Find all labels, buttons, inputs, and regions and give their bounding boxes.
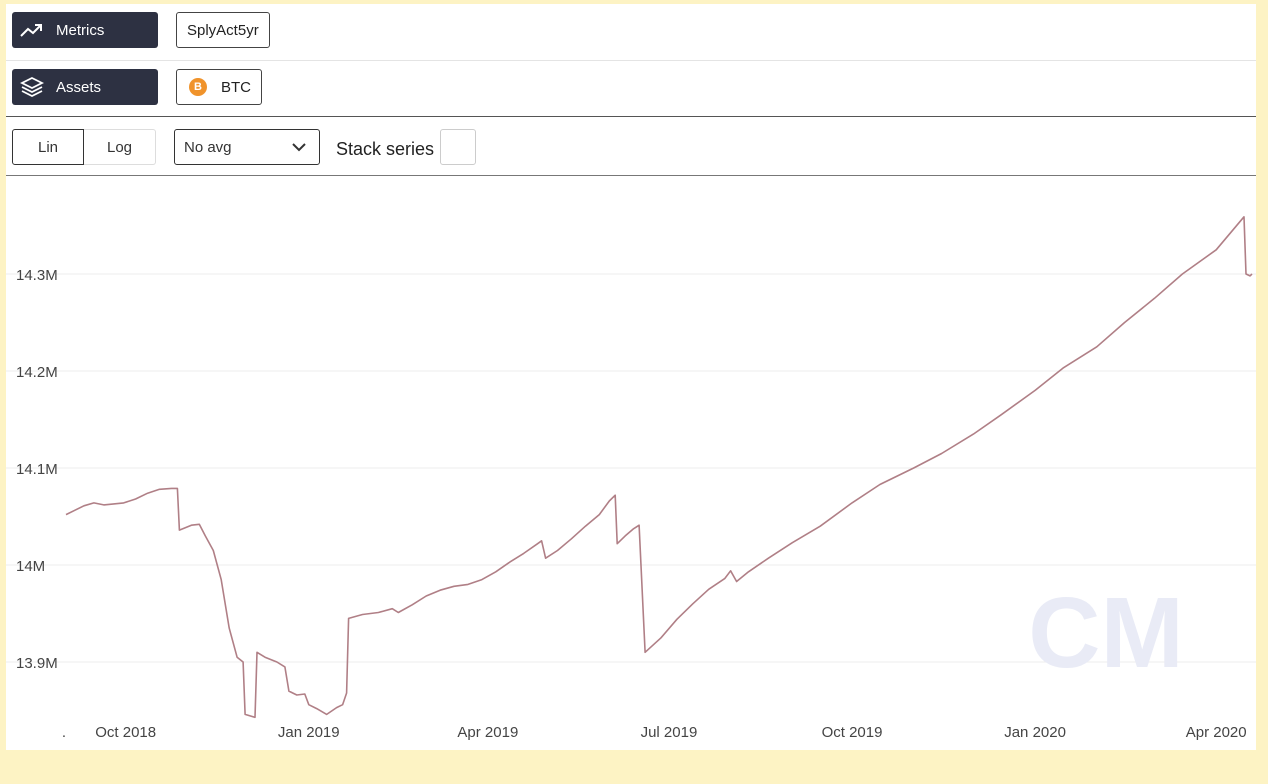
asset-chip-btc[interactable]: B BTC bbox=[176, 69, 262, 105]
chart-area: CM 13.9M 14M 14.1M 14.2M 14.3M . Oct 2018 Jan … bbox=[6, 177, 1256, 750]
stack-series-checkbox[interactable] bbox=[440, 129, 476, 165]
watermark-logo: CM bbox=[1028, 577, 1184, 689]
metrics-row: Metrics SplyAct5yr bbox=[6, 4, 1256, 61]
chevron-down-icon bbox=[291, 139, 307, 159]
chart-panel: Metrics SplyAct5yr Assets B BTC Lin Log bbox=[6, 4, 1256, 750]
y-tick-label: 14.1M bbox=[16, 461, 58, 478]
y-tick-label: 14M bbox=[16, 558, 45, 575]
x-tick-label: . bbox=[62, 724, 66, 741]
watermark-text: CM bbox=[1028, 577, 1184, 689]
asset-chip-label: BTC bbox=[221, 78, 251, 96]
metric-chip[interactable]: SplyAct5yr bbox=[176, 12, 270, 48]
scale-lin-button[interactable]: Lin bbox=[12, 129, 84, 165]
x-tick-label: Oct 2019 bbox=[822, 724, 883, 741]
metrics-button[interactable]: Metrics bbox=[12, 12, 158, 48]
grid-lines bbox=[6, 273, 1256, 663]
bitcoin-icon: B bbox=[189, 78, 207, 96]
x-tick-label: Jan 2020 bbox=[1004, 724, 1066, 741]
series-group bbox=[65, 215, 1253, 719]
metric-chip-label: SplyAct5yr bbox=[187, 21, 259, 39]
scale-log-button[interactable]: Log bbox=[84, 129, 156, 165]
assets-button[interactable]: Assets bbox=[12, 69, 158, 105]
layers-icon bbox=[20, 76, 50, 98]
x-tick-label: Jan 2019 bbox=[278, 724, 340, 741]
average-select[interactable]: No avg bbox=[174, 129, 320, 165]
assets-label: Assets bbox=[56, 78, 102, 96]
x-tick-label: Jul 2019 bbox=[641, 724, 698, 741]
x-tick-label: Apr 2020 bbox=[1186, 724, 1247, 741]
series-line bbox=[65, 215, 1253, 719]
x-tick-label: Oct 2018 bbox=[95, 724, 156, 741]
average-select-value: No avg bbox=[184, 138, 232, 156]
x-tick-label: Apr 2019 bbox=[457, 724, 518, 741]
options-row: Lin Log No avg Stack series bbox=[6, 117, 1256, 176]
assets-row: Assets B BTC bbox=[6, 61, 1256, 117]
y-tick-label: 14.3M bbox=[16, 267, 58, 284]
y-tick-label: 14.2M bbox=[16, 364, 58, 381]
scale-toggle: Lin Log bbox=[12, 129, 156, 165]
y-axis: 13.9M 14M 14.1M 14.2M 14.3M bbox=[16, 267, 58, 672]
stack-series-label: Stack series bbox=[336, 139, 435, 159]
trend-icon bbox=[20, 22, 50, 38]
line-chart: CM 13.9M 14M 14.1M 14.2M 14.3M . Oct 2018 Jan … bbox=[6, 215, 1256, 741]
y-tick-label: 13.9M bbox=[16, 655, 58, 672]
x-axis: . Oct 2018 Jan 2019 Apr 2019 Jul 2019 Oct 201… bbox=[62, 724, 1247, 741]
metrics-label: Metrics bbox=[56, 21, 105, 39]
